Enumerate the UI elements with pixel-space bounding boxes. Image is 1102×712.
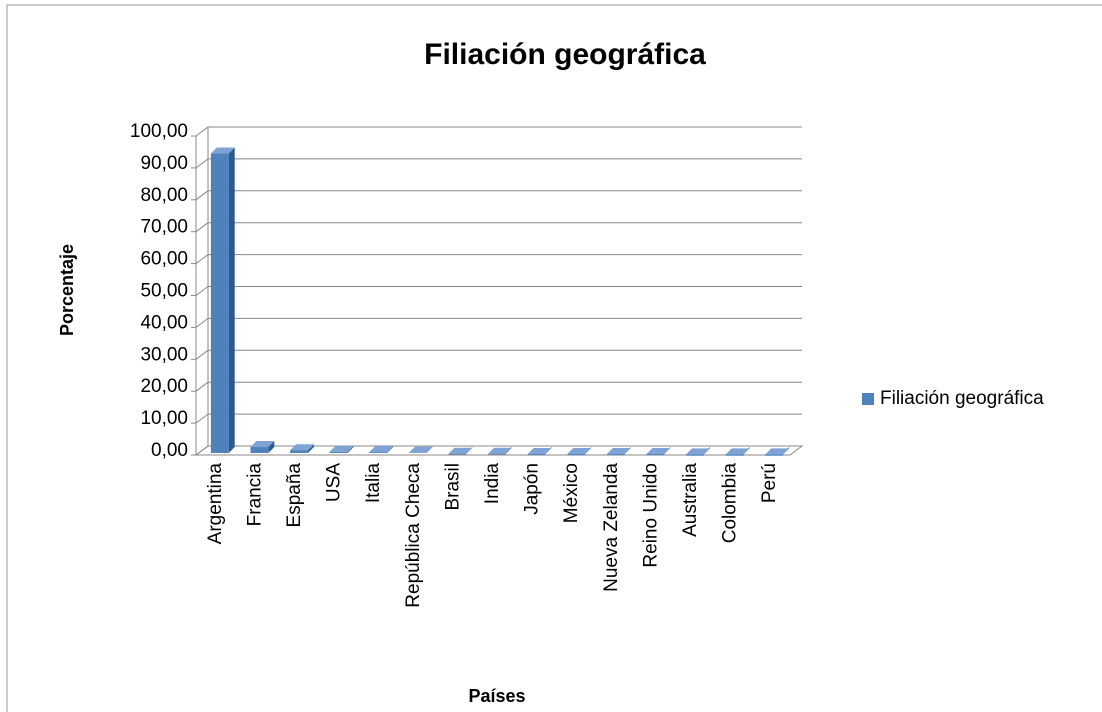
x-tick-label: España xyxy=(284,463,305,528)
x-axis-label: Países xyxy=(468,686,525,706)
bar-top xyxy=(765,448,790,455)
bar-top xyxy=(606,448,631,455)
x-tick-label: India xyxy=(482,463,503,505)
x-tick-label: México xyxy=(561,463,582,523)
legend-swatch xyxy=(862,393,874,405)
legend-label: Filiación geográfica xyxy=(880,388,1044,409)
bar-top xyxy=(527,448,552,455)
bar xyxy=(725,454,744,456)
y-tick-label: 90,00 xyxy=(140,153,188,174)
y-tick-label: 30,00 xyxy=(140,344,188,365)
bar-top xyxy=(686,448,710,455)
bar xyxy=(290,450,308,453)
bar xyxy=(250,447,269,453)
x-tick-label: República Checa xyxy=(403,463,424,608)
grid-line-side xyxy=(195,222,209,233)
x-tick-label: Japón xyxy=(522,463,543,515)
grid-line-side xyxy=(195,126,209,137)
x-tick-label: Brasil xyxy=(442,463,463,511)
grid-line-side xyxy=(195,158,209,169)
grid-line-side xyxy=(195,317,209,328)
chart-frame xyxy=(6,4,1102,712)
bar-side xyxy=(426,446,433,453)
y-tick-label: 50,00 xyxy=(140,281,188,302)
y-tick-label: 40,00 xyxy=(140,312,188,333)
bar-top xyxy=(210,147,235,154)
bar xyxy=(527,454,546,456)
bar xyxy=(606,454,625,456)
grid-line-side xyxy=(195,445,209,456)
bar-side xyxy=(387,446,394,453)
x-tick-label: Argentina xyxy=(205,463,226,545)
y-axis-label: Porcentaje xyxy=(57,244,77,336)
y-tick-label: 60,00 xyxy=(140,249,188,270)
bar-top xyxy=(290,444,314,451)
x-tick-label: USA xyxy=(324,463,345,502)
bar-top xyxy=(250,441,275,448)
bar-top xyxy=(329,445,354,452)
grid-line-side xyxy=(195,286,209,296)
y-tick-label: 20,00 xyxy=(140,376,188,397)
bar-side xyxy=(347,445,354,453)
bar-top xyxy=(408,446,433,453)
x-tick-label: Australia xyxy=(680,463,701,537)
bar-top xyxy=(369,446,394,453)
x-tick-label: Reino Unido xyxy=(640,463,661,568)
grid-line-side xyxy=(195,254,209,265)
bar-top xyxy=(725,448,750,455)
y-tick-label: 80,00 xyxy=(140,185,188,206)
bar xyxy=(686,454,704,456)
y-tick-label: 0,00 xyxy=(151,440,188,461)
bar-side xyxy=(307,444,314,453)
x-tick-label: Colombia xyxy=(720,463,741,544)
bar xyxy=(448,453,467,455)
bar xyxy=(329,451,348,453)
grid-line-side xyxy=(195,190,209,201)
grid-line-side xyxy=(195,413,209,424)
x-tick-label: Perú xyxy=(759,463,780,503)
bar-top xyxy=(567,448,592,455)
bar-top xyxy=(646,448,671,455)
x-tick-label: Italia xyxy=(363,463,384,504)
bar xyxy=(369,452,388,453)
bar-top xyxy=(448,447,473,454)
bar-side xyxy=(268,441,275,453)
chart-title: Filiación geográfica xyxy=(424,38,706,71)
bar xyxy=(567,454,586,456)
y-tick-label: 70,00 xyxy=(140,217,188,238)
grid-line-side xyxy=(195,349,209,360)
bar xyxy=(765,454,784,456)
bar-top xyxy=(488,447,512,454)
bar xyxy=(488,453,506,455)
x-tick-label: Francia xyxy=(244,463,265,527)
bar xyxy=(210,153,229,454)
y-tick-label: 100,00 xyxy=(130,121,188,142)
bar xyxy=(646,454,665,456)
y-tick-label: 10,00 xyxy=(140,408,188,429)
bar-side xyxy=(228,147,235,454)
x-tick-label: Nueva Zelanda xyxy=(601,463,622,592)
grid-line-side xyxy=(195,381,209,392)
